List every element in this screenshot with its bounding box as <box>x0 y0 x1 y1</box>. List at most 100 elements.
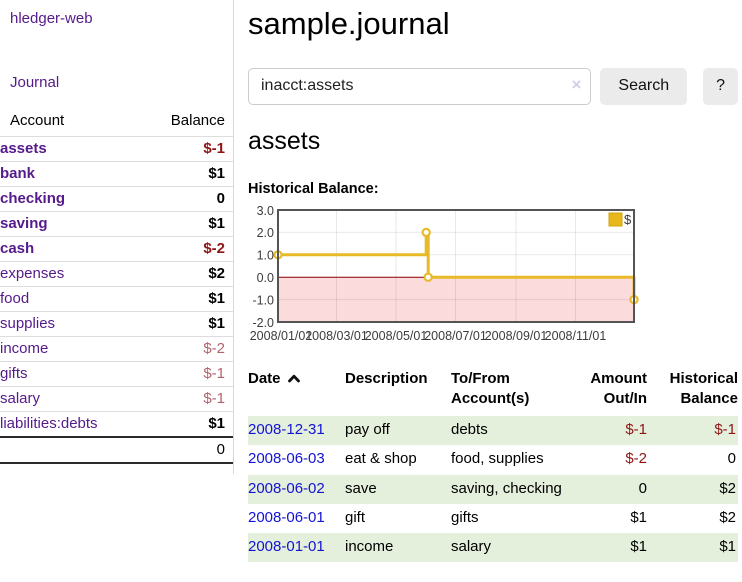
transaction-amount: $-1 <box>583 416 655 445</box>
search-input[interactable] <box>248 68 591 105</box>
register-header-balance: Historical Balance <box>655 367 738 417</box>
legend-swatch-icon <box>609 213 622 226</box>
transaction-amount: $1 <box>583 533 655 562</box>
chart-y-axis-labels: 3.0 2.0 1.0 0.0 -1.0 -2.0 <box>252 206 274 330</box>
account-row: income $-2 <box>0 337 233 362</box>
account-row: food $1 <box>0 287 233 312</box>
transaction-description: save <box>345 475 451 504</box>
account-heading: assets <box>248 127 738 156</box>
transaction-date-link[interactable]: 2008-06-01 <box>248 509 325 526</box>
sidebar-item-journal[interactable]: Journal <box>10 74 223 91</box>
account-row: cash $-2 <box>0 237 233 262</box>
app-layout: hledger-web Journal Account Balance asse… <box>0 0 742 562</box>
date-header-label: Date <box>248 370 281 387</box>
page-title: sample.journal <box>248 6 738 42</box>
transaction-date-link[interactable]: 2008-06-03 <box>248 450 325 467</box>
transaction-description: eat & shop <box>345 445 451 474</box>
transaction-amount: $1 <box>583 504 655 533</box>
account-link-supplies[interactable]: supplies <box>0 315 55 332</box>
transaction-accounts: saving, checking <box>451 475 583 504</box>
svg-text:2008/07/01: 2008/07/01 <box>424 329 487 343</box>
svg-text:2008/01/01: 2008/01/01 <box>250 329 313 343</box>
account-link-cash[interactable]: cash <box>0 240 34 257</box>
accounts-total-balance: 0 <box>142 437 233 463</box>
account-balance: $-2 <box>142 337 233 362</box>
account-link-saving[interactable]: saving <box>0 215 48 232</box>
account-balance: $1 <box>142 312 233 337</box>
accounts-total-row: 0 <box>0 437 233 463</box>
account-row: supplies $1 <box>0 312 233 337</box>
accounts-header-account: Account <box>0 108 142 137</box>
transaction-date-link[interactable]: 2008-12-31 <box>248 421 325 438</box>
account-balance: 0 <box>142 187 233 212</box>
chart-x-axis-labels: 2008/01/01 2008/03/01 2008/05/01 2008/07… <box>250 329 607 343</box>
svg-text:1.0: 1.0 <box>257 248 274 262</box>
account-balance: $-2 <box>142 237 233 262</box>
brand-link[interactable]: hledger-web <box>10 10 223 27</box>
account-link-expenses[interactable]: expenses <box>0 265 64 282</box>
accounts-table: Account Balance assets $-1 bank $1 check… <box>0 108 233 464</box>
account-link-food[interactable]: food <box>0 290 29 307</box>
chart-title: Historical Balance: <box>248 181 738 197</box>
account-row: salary $-1 <box>0 387 233 412</box>
account-link-income[interactable]: income <box>0 340 48 357</box>
register-row: 2008-06-03 eat & shop food, supplies $-2… <box>248 445 738 474</box>
account-row: bank $1 <box>0 162 233 187</box>
account-row: checking 0 <box>0 187 233 212</box>
transaction-description: income <box>345 533 451 562</box>
register-header-description: Description <box>345 367 451 417</box>
transaction-balance: $-1 <box>655 416 738 445</box>
register-row: 2008-12-31 pay off debts $-1 $-1 <box>248 416 738 445</box>
transaction-date-link[interactable]: 2008-06-02 <box>248 480 325 497</box>
account-link-salary[interactable]: salary <box>0 390 40 407</box>
account-link-gifts[interactable]: gifts <box>0 365 28 382</box>
main-content: sample.journal × Search ? assets Histori… <box>234 0 742 562</box>
clear-search-icon[interactable]: × <box>571 75 581 95</box>
transaction-accounts: gifts <box>451 504 583 533</box>
transaction-date-link[interactable]: 2008-01-01 <box>248 538 325 555</box>
svg-text:2.0: 2.0 <box>257 226 274 240</box>
account-link-checking[interactable]: checking <box>0 190 65 207</box>
account-row: gifts $-1 <box>0 362 233 387</box>
help-button[interactable]: ? <box>703 68 738 105</box>
account-row: saving $1 <box>0 212 233 237</box>
svg-text:2008/05/01: 2008/05/01 <box>365 329 428 343</box>
transaction-accounts: debts <box>451 416 583 445</box>
account-balance: $1 <box>142 412 233 438</box>
account-row: liabilities:debts $1 <box>0 412 233 438</box>
accounts-header-row: Account Balance <box>0 108 233 137</box>
transaction-amount: 0 <box>583 475 655 504</box>
account-balance: $-1 <box>142 387 233 412</box>
account-link-bank[interactable]: bank <box>0 165 35 182</box>
svg-text:3.0: 3.0 <box>257 206 274 218</box>
svg-text:2008/11/01: 2008/11/01 <box>545 329 607 343</box>
svg-text:2008/03/01: 2008/03/01 <box>305 329 368 343</box>
transaction-accounts: salary <box>451 533 583 562</box>
legend-label: $ <box>624 212 632 227</box>
svg-text:2008/09/01: 2008/09/01 <box>485 329 548 343</box>
svg-text:0.0: 0.0 <box>257 271 274 285</box>
transaction-balance: $1 <box>655 533 738 562</box>
account-link-assets[interactable]: assets <box>0 140 47 157</box>
register-header-accounts: To/From Account(s) <box>451 367 583 417</box>
sidebar: hledger-web Journal Account Balance asse… <box>0 0 234 474</box>
register-header-amount: Amount Out/In <box>583 367 655 417</box>
register-header-row: Date Description To/From Account(s) Amou… <box>248 367 738 417</box>
transaction-description: gift <box>345 504 451 533</box>
search-box: × <box>248 68 591 105</box>
account-balance: $1 <box>142 212 233 237</box>
account-link-liabilities-debts[interactable]: liabilities:debts <box>0 415 98 432</box>
transaction-amount: $-2 <box>583 445 655 474</box>
register-header-date[interactable]: Date <box>248 367 345 417</box>
accounts-header-balance: Balance <box>142 108 233 137</box>
account-row: assets $-1 <box>0 137 233 162</box>
transaction-description: pay off <box>345 416 451 445</box>
account-balance: $-1 <box>142 137 233 162</box>
transaction-balance: 0 <box>655 445 738 474</box>
search-button[interactable]: Search <box>600 68 687 105</box>
account-balance: $2 <box>142 262 233 287</box>
svg-text:-2.0: -2.0 <box>252 316 274 330</box>
transaction-balance: $2 <box>655 475 738 504</box>
register-row: 2008-06-01 gift gifts $1 $2 <box>248 504 738 533</box>
account-balance: $1 <box>142 287 233 312</box>
